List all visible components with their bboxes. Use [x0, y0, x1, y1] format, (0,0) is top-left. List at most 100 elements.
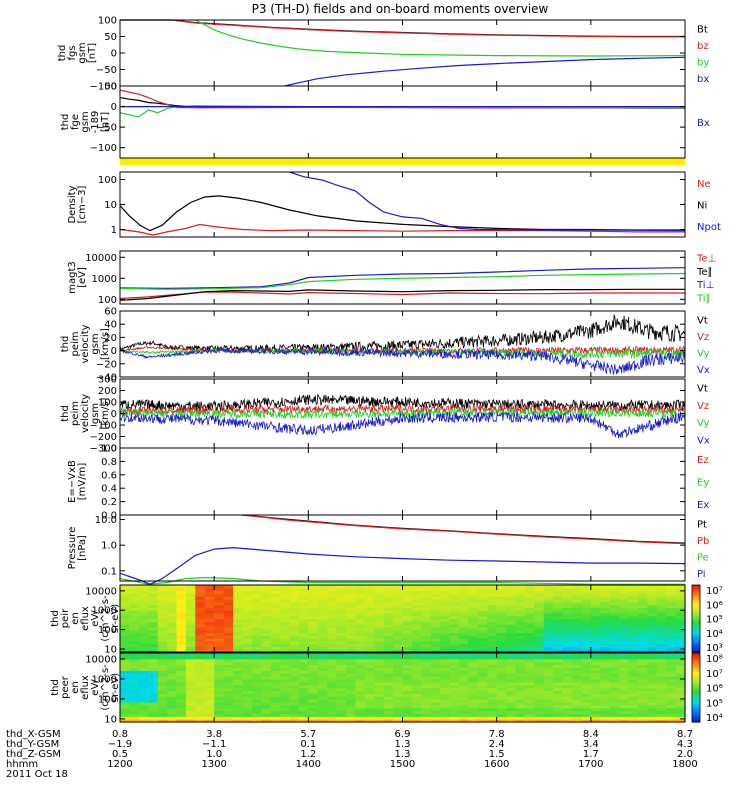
- y-tick-label: 0: [111, 346, 117, 357]
- pressure-ylabel: Pressure [nPa]: [67, 527, 88, 570]
- ephemeris-value: 5.7: [300, 729, 316, 740]
- density-yticks: 100 10 1: [98, 172, 686, 237]
- y-tick-label: −50: [96, 123, 117, 134]
- ephemeris-value: 6.9: [395, 729, 411, 740]
- y-axis-label-line: eV/: [90, 679, 101, 696]
- ephemeris-value: 1700: [578, 759, 603, 770]
- ephemeris-axis: thd_X-GSM 0.8 3.8 5.7 6.9 7.8 8.4 8.7 thd_Y-GSM −…: [6, 729, 698, 770]
- ephemeris-value: 1.3: [395, 749, 411, 760]
- y-axis-label-line: [mV/m]: [77, 463, 88, 501]
- y-axis-label-line: -189: [90, 111, 101, 134]
- ephemeris-value: 3.8: [206, 729, 222, 740]
- legend-Te∥: Te∥: [696, 267, 713, 278]
- legend-Pt: Pt: [697, 519, 707, 530]
- fge-legend: Bx: [697, 118, 710, 129]
- y-tick-label: 0: [111, 102, 117, 113]
- panel-fge: Bx 50 0 −50 −100 thd fge gsm -189 [nT]: [60, 82, 710, 159]
- ephemeris-value: 8.7: [677, 729, 693, 740]
- temp-series: [120, 267, 685, 301]
- y-tick-label: −300: [90, 444, 117, 455]
- electrons-yticks: 10000 1000 100 10: [85, 653, 686, 725]
- legend-bx: bx: [697, 74, 709, 85]
- y-tick-label: −40: [96, 373, 117, 384]
- series-by: [195, 19, 685, 57]
- fgs-ylabel: thd fgs gsm [nT]: [57, 42, 98, 63]
- y-axis-label-line: [km/s]: [100, 397, 111, 429]
- efield-legend: Ez Ey Ex: [697, 455, 709, 511]
- y-axis-label-line: [nT]: [87, 43, 98, 63]
- y-axis-label-line: en: [70, 612, 81, 625]
- colorbar-tick-label: 10⁵: [706, 698, 723, 709]
- legend-Pi: Pi: [697, 569, 706, 580]
- legend-Vy: Vy: [697, 418, 710, 429]
- fgs-series: [120, 19, 685, 87]
- y-tick-label: 100: [98, 175, 117, 186]
- legend-Npot: Npot: [697, 222, 721, 233]
- legend-Ex: Ex: [697, 500, 709, 511]
- velE-legend: Vt Vz Vy Vx: [697, 315, 710, 376]
- y-tick-label: 1000: [92, 606, 117, 617]
- series-Ne: [120, 223, 685, 236]
- y-tick-label: 1: [111, 225, 117, 236]
- y-axis-label-line: thd: [60, 114, 71, 131]
- legend-Ez: Ez: [697, 455, 709, 466]
- colorbar-tick-label: 10⁶: [706, 600, 723, 611]
- y-axis-label-line: [eV]: [77, 267, 88, 288]
- legend-Bx: Bx: [697, 118, 710, 129]
- ephemeris-value: 8.4: [583, 729, 599, 740]
- y-tick-label: 10000: [85, 655, 117, 666]
- panel-velE: Vt Vz Vy Vx 60 40 20 0 −20 −40 thd peim velocity gsm[…: [60, 307, 710, 384]
- density-frame: [119, 171, 686, 238]
- temp-ylabel: magt3 [eV]: [67, 261, 88, 294]
- legend-by: by: [697, 57, 709, 68]
- legend-Ni: Ni: [697, 201, 707, 212]
- y-tick-label: 100: [98, 625, 117, 636]
- fge-series: [120, 89, 685, 118]
- series-Ti∥: [120, 272, 685, 290]
- legend-Te⊥: Te⊥: [696, 254, 716, 265]
- y-tick-label: 0.6: [101, 470, 117, 481]
- legend-Vz: Vz: [697, 401, 709, 412]
- series-Te∥: [120, 288, 685, 301]
- density-ylabel: Density [cm−3]: [67, 185, 88, 223]
- electrons-ylabel: thd peer en eflux eV/(cm^2-s-sr-eV): [50, 664, 121, 711]
- fge-yticks: 50 0 −50 −100: [90, 82, 686, 158]
- y-axis-label-line: (cm^2-s-: [100, 664, 111, 711]
- fgs-legend: Bt bz by bx: [697, 24, 709, 85]
- legend-Vz: Vz: [697, 332, 709, 343]
- y-tick-label: 0: [111, 49, 117, 60]
- ephemeris-value: 7.8: [489, 729, 505, 740]
- y-axis-label-line: [nT]: [100, 112, 111, 132]
- ephemeris-row-label: thd_Z-GSM: [6, 749, 61, 760]
- y-tick-label: 50: [104, 32, 117, 43]
- y-tick-label: −100: [90, 421, 117, 432]
- panel-electrons: 10⁸ 10⁷ 10⁶ 10⁵ 10⁴ 10000 1000 100 10 thd peer en ef…: [50, 652, 723, 725]
- y-axis-label-line: fge: [70, 114, 81, 130]
- velI-ylabel: thd peim velocity gsm [km/s]: [60, 394, 111, 433]
- y-axis-label-line: peim: [70, 401, 81, 426]
- legend-Pb: Pb: [697, 536, 709, 547]
- ephemeris-value: 1.2: [300, 749, 316, 760]
- colorbar-tick-label: 10⁷: [706, 586, 723, 597]
- y-tick-label: 100: [98, 398, 117, 409]
- y-axis-label-line: [cm−3]: [77, 186, 88, 224]
- y-axis-label-line: gsm: [80, 111, 91, 132]
- y-tick-label: 0.4: [101, 484, 117, 495]
- y-axis-label-line: fgs: [67, 45, 78, 60]
- panel-fgs: Bt bz by bx 100 50 0 −50 −100 thd fgs gsm [nT]: [57, 16, 709, 93]
- date-label: 2011 Oct 18: [6, 769, 68, 780]
- series-Bz: [120, 89, 685, 109]
- colorbar-tick-label: 10⁴: [706, 713, 723, 724]
- y-tick-label: 0: [111, 409, 117, 420]
- series-bx: [284, 56, 685, 87]
- ephemeris-value: 1.7: [583, 749, 599, 760]
- velE-series: [120, 313, 685, 375]
- legend-Vx: Vx: [697, 435, 710, 446]
- y-tick-label: 60: [104, 307, 117, 318]
- y-tick-label: 40: [104, 320, 117, 331]
- y-tick-label: 10.0: [95, 515, 117, 526]
- series-Vx: [120, 347, 685, 375]
- legend-Ne: Ne: [697, 179, 711, 190]
